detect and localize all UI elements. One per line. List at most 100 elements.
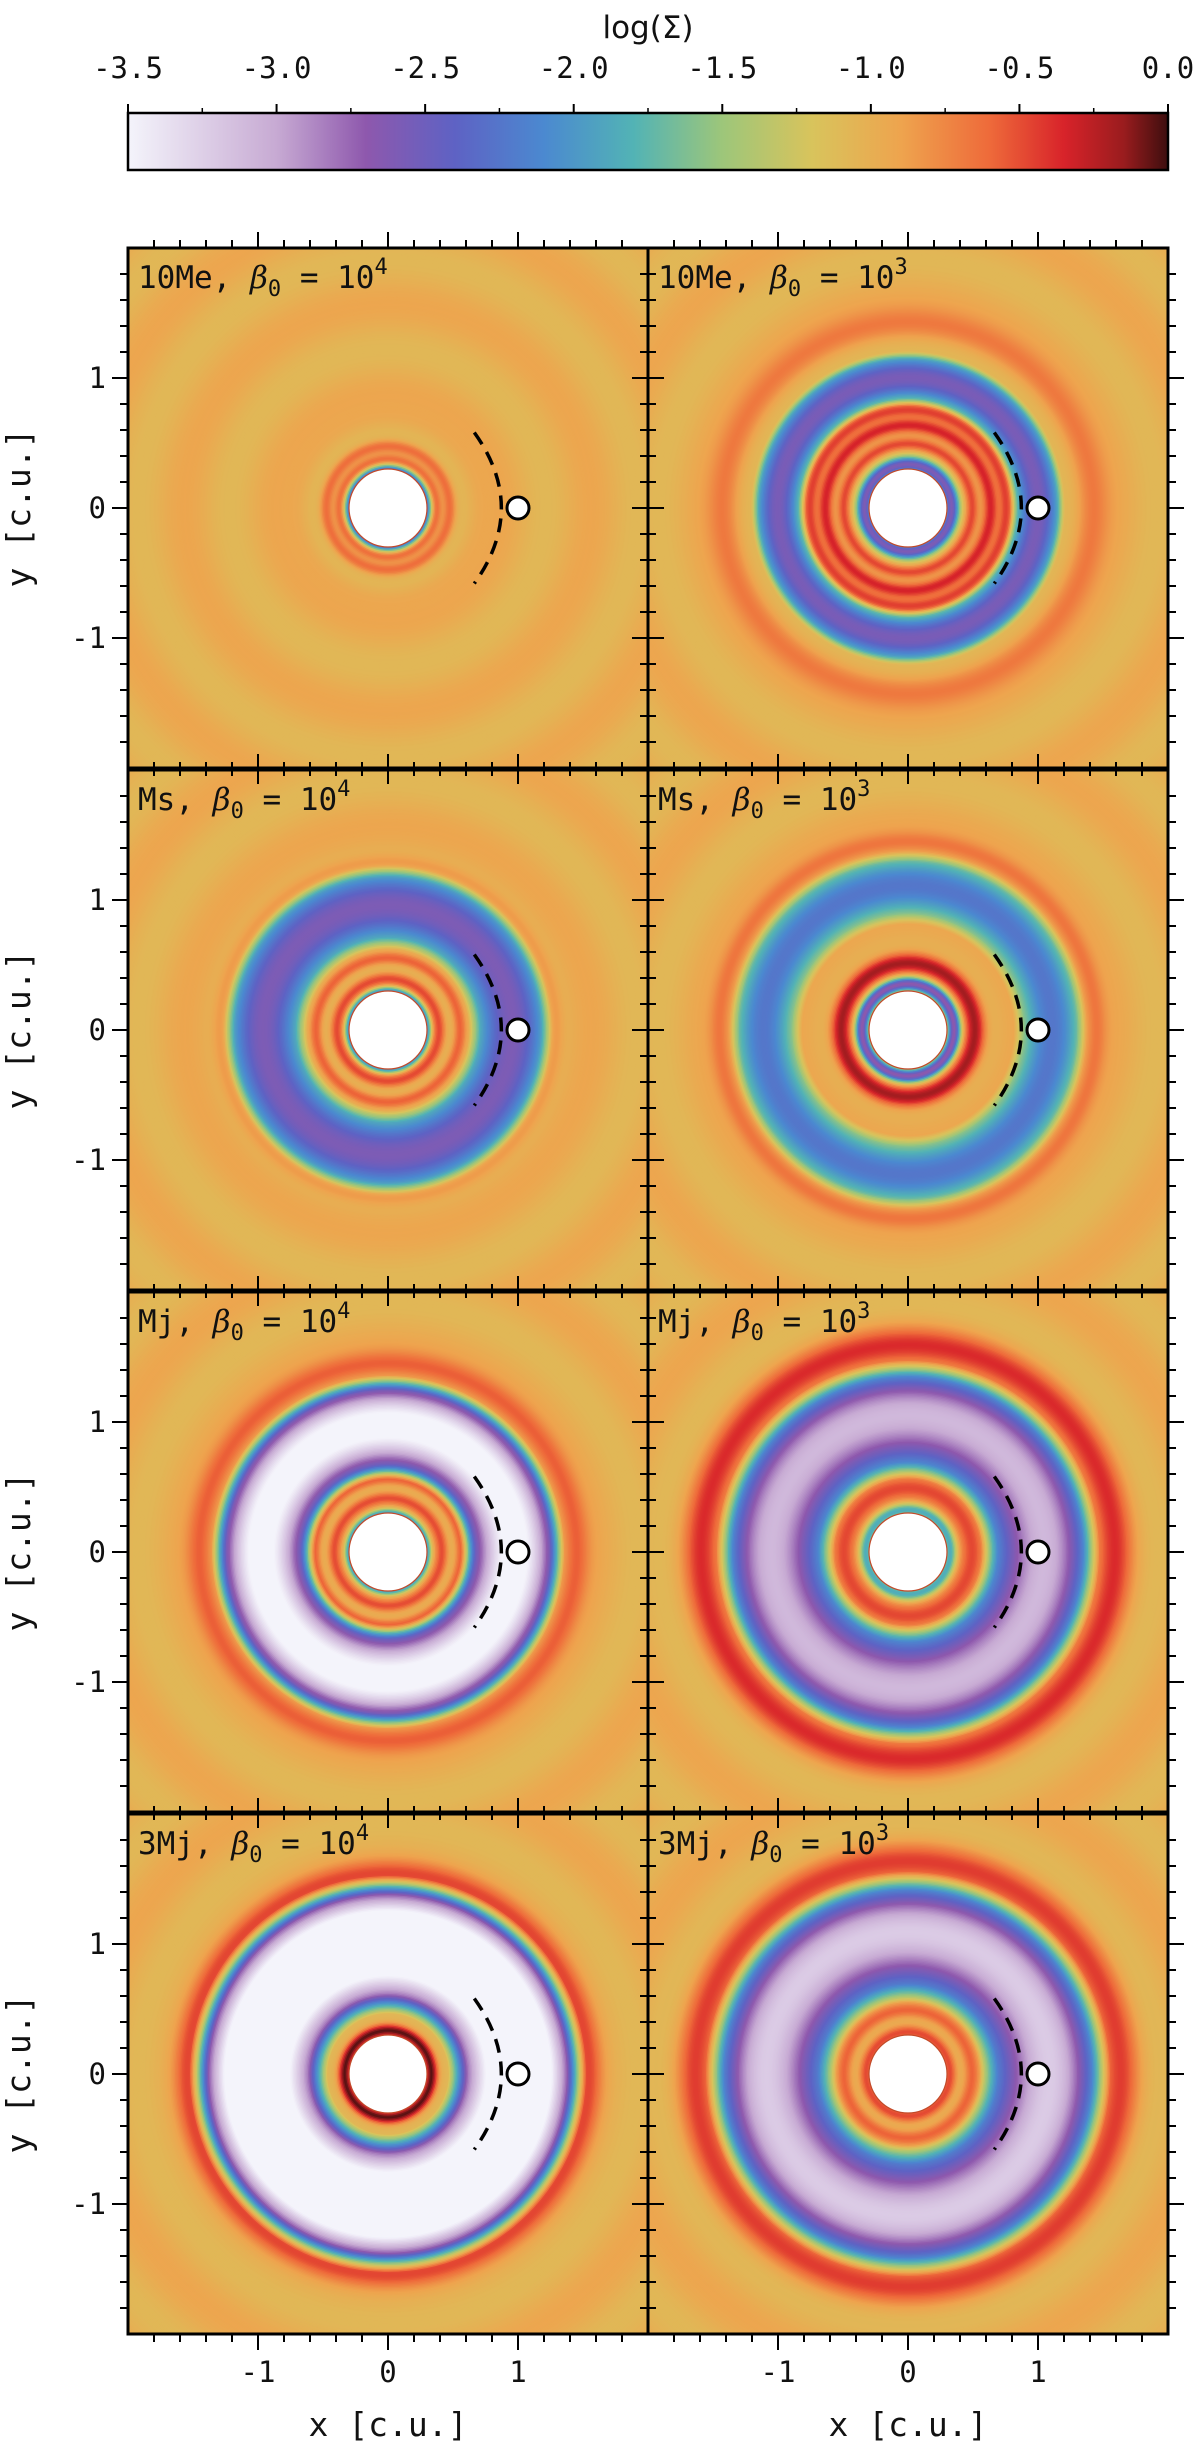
x-tick-label: -1 [241, 2355, 276, 2389]
colorbar-gradient [128, 113, 1168, 170]
panel-label-exponent: 3 [894, 255, 907, 280]
y-tick-label: 1 [89, 1927, 106, 1961]
y-axis-title: y [c.u.] [0, 429, 38, 588]
y-tick-label: -1 [71, 1665, 106, 1699]
y-tick-label: 0 [89, 2057, 106, 2091]
planet-orbit-arc [992, 1475, 1024, 1629]
panel-label-subscript: 0 [268, 277, 281, 302]
planet-marker [505, 495, 531, 521]
y-tick-label: 0 [89, 491, 106, 525]
panel-label-exponent: 3 [857, 1299, 870, 1324]
planet-orbit-arc [472, 1475, 504, 1629]
planet-orbit-arc [472, 1997, 504, 2151]
colorbar-tick-label: -3.0 [242, 51, 312, 85]
panel-label-equals: = 10 [263, 1826, 356, 1862]
inner-boundary-hole [868, 468, 948, 548]
disk-panel [128, 1292, 648, 1812]
x-tick-label: -1 [761, 2355, 796, 2389]
planet-marker [505, 1017, 531, 1043]
y-tick-label: 1 [89, 883, 106, 917]
panel-label-subscript: 0 [231, 799, 244, 824]
colorbar-tick-label: -1.5 [687, 51, 757, 85]
panel-label-exponent: 4 [374, 255, 387, 280]
y-tick-label: 0 [89, 1013, 106, 1047]
panel-label: Ms, β0 = 104 [138, 777, 350, 824]
panel-label-beta: β [769, 260, 788, 296]
x-tick-label: 0 [899, 2355, 916, 2389]
y-tick-label: 0 [89, 1535, 106, 1569]
inner-boundary-hole [348, 990, 428, 1070]
y-tick-label: -1 [71, 2187, 106, 2221]
x-axis-title: x [c.u.] [829, 2405, 988, 2444]
panel-label-subscript: 0 [249, 1843, 262, 1868]
inner-boundary-hole [348, 1512, 428, 1592]
planet-orbit-arc [992, 431, 1024, 585]
colorbar-tick-label: -2.5 [390, 51, 460, 85]
y-tick-label: -1 [71, 621, 106, 655]
disk-panel [648, 770, 1168, 1290]
colorbar-tick-label: 0.0 [1142, 51, 1194, 85]
y-axis-title: y [c.u.] [0, 1473, 38, 1632]
panel-label-beta: β [732, 1304, 751, 1340]
x-tick-label: 1 [509, 2355, 526, 2389]
planet-marker [505, 2061, 531, 2087]
colorbar: log(Σ) -3.5 -3.0 -2.5 -2.0 -1.5 -1.0 -0.5 0.0 [93, 10, 1194, 172]
inner-boundary-hole [868, 1512, 948, 1592]
panel-label-beta: β [230, 1826, 249, 1862]
inner-boundary-hole [348, 2034, 428, 2114]
panel-label-exponent: 3 [876, 1821, 889, 1846]
colorbar-tick-label: -2.0 [539, 51, 609, 85]
planet-marker [1025, 495, 1051, 521]
panel-label-equals: = 10 [244, 1304, 337, 1340]
inner-boundary-hole [868, 990, 948, 1070]
disk-panel [128, 770, 648, 1290]
inner-boundary-hole [868, 2034, 948, 2114]
y-axis-title: y [c.u.] [0, 1995, 38, 2154]
panel-label-prefix: 3Mj, [658, 1826, 751, 1862]
panel-label: Mj, β0 = 104 [138, 1299, 350, 1346]
disk-panel [648, 248, 1168, 768]
panel-label-prefix: 3Mj, [138, 1826, 231, 1862]
panel-label-subscript: 0 [751, 799, 764, 824]
disk-panel [128, 1814, 648, 2334]
panel-label-subscript: 0 [751, 1321, 764, 1346]
planet-marker [1025, 1539, 1051, 1565]
panel-label-beta: β [750, 1826, 769, 1862]
x-tick-label: 1 [1029, 2355, 1046, 2389]
planet-marker [1025, 2061, 1051, 2087]
colorbar-title: log(Σ) [602, 10, 693, 46]
panel-label: 10Me, β0 = 104 [138, 255, 388, 302]
panel-label: Mj, β0 = 103 [658, 1299, 870, 1346]
colorbar-tick-label: -1.0 [836, 51, 906, 85]
panel-label-equals: = 10 [783, 1826, 876, 1862]
panel-label-beta: β [212, 1304, 231, 1340]
panel-label-equals: = 10 [281, 260, 374, 296]
panel-label: 3Mj, β0 = 104 [138, 1821, 369, 1868]
panel-label-equals: = 10 [244, 782, 337, 818]
panel-label-exponent: 3 [857, 777, 870, 802]
panel-grid [128, 248, 1168, 2334]
panel-label-equals: = 10 [801, 260, 894, 296]
panel-label-prefix: Mj, [658, 1304, 733, 1340]
y-axis-title: y [c.u.] [0, 951, 38, 1110]
disk-panel [648, 1292, 1168, 1812]
panel-label-prefix: 10Me, [658, 260, 770, 296]
planet-orbit-arc [992, 1997, 1024, 2151]
panel-label: Ms, β0 = 103 [658, 777, 870, 824]
disk-panel [128, 248, 648, 768]
panel-label-equals: = 10 [764, 1304, 857, 1340]
colorbar-tick-label: -0.5 [985, 51, 1055, 85]
planet-orbit-arc [472, 953, 504, 1107]
panel-label-beta: β [249, 260, 268, 296]
panel-label-prefix: Ms, [138, 782, 213, 818]
disk-panel [648, 1814, 1168, 2334]
planet-orbit-arc [472, 431, 504, 585]
panel-label-subscript: 0 [231, 1321, 244, 1346]
planet-orbit-arc [992, 953, 1024, 1107]
panel-label-beta: β [212, 782, 231, 818]
panel-label-prefix: Ms, [658, 782, 733, 818]
colorbar-tick-label: -3.5 [93, 51, 163, 85]
planet-marker [1025, 1017, 1051, 1043]
